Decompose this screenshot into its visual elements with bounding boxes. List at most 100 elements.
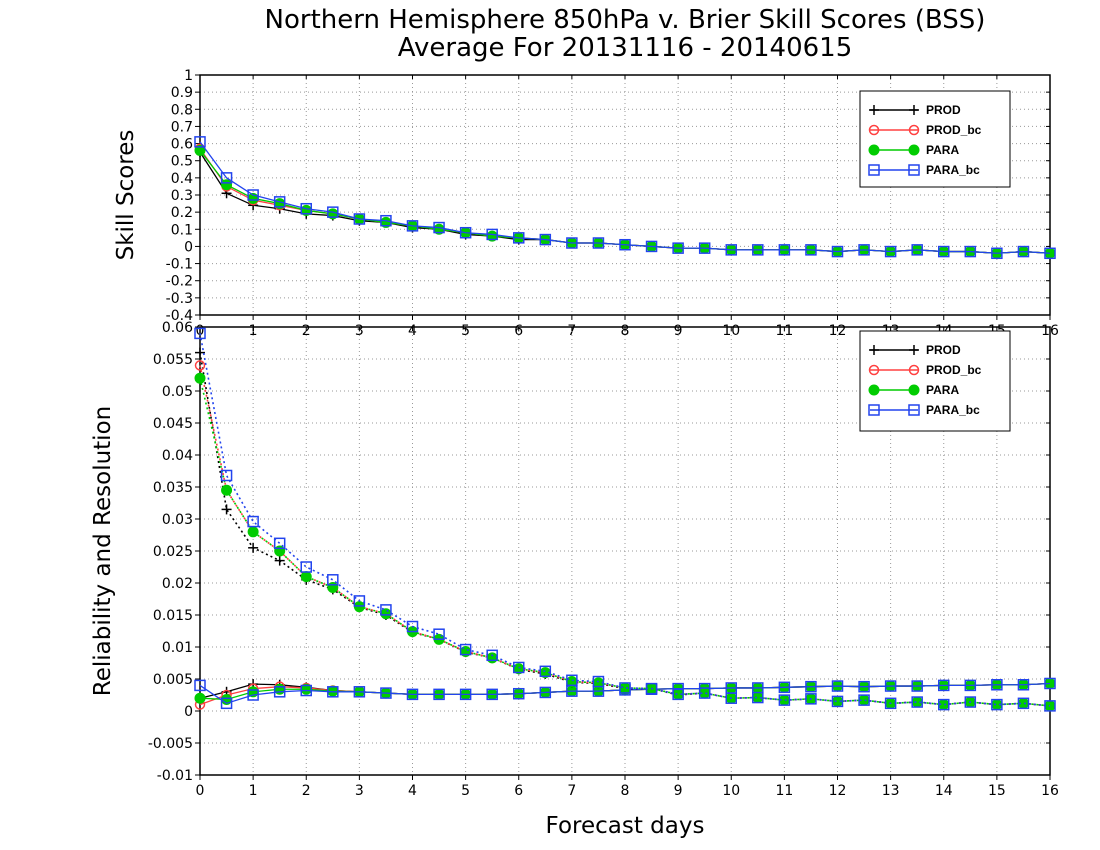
data-point	[911, 680, 923, 692]
x-tick-label: 16	[1041, 783, 1059, 799]
data-point	[911, 244, 923, 256]
data-point	[327, 581, 339, 593]
y-tick-label: 0.4	[171, 171, 193, 187]
legend-entry: PARA_bc	[926, 403, 980, 417]
legend-marker	[908, 124, 920, 136]
y-tick-label: 0	[184, 239, 193, 255]
legend-marker	[868, 144, 880, 156]
data-point	[778, 694, 791, 706]
data-point	[380, 214, 392, 227]
data-point	[406, 620, 419, 633]
data-point	[300, 202, 312, 215]
chart-panels: -0.4-0.3-0.2-0.100.10.20.30.40.50.60.70.…	[90, 68, 1059, 839]
data-point	[459, 688, 472, 701]
data-point	[991, 679, 1003, 691]
data-point	[539, 686, 552, 699]
data-point	[380, 608, 392, 620]
data-point	[353, 686, 366, 698]
x-tick-label: 5	[461, 783, 470, 799]
data-point	[327, 206, 339, 218]
legend-marker	[908, 144, 920, 156]
y-tick-label: 0.02	[162, 576, 193, 592]
series-PARA_bc	[194, 136, 1056, 260]
data-point	[592, 675, 605, 688]
data-point	[274, 545, 286, 557]
data-point	[1044, 247, 1056, 260]
data-point	[194, 372, 206, 384]
data-point	[805, 693, 817, 705]
data-point	[778, 681, 791, 694]
data-point	[486, 649, 498, 662]
data-point	[300, 561, 312, 573]
data-point	[619, 682, 631, 694]
data-point	[194, 144, 206, 156]
data-point	[327, 574, 339, 586]
y-tick-label: 0.03	[162, 512, 193, 528]
data-point	[911, 696, 923, 708]
y-tick-label: 0.2	[171, 205, 193, 221]
data-point	[273, 196, 286, 208]
series-line	[199, 352, 1051, 707]
data-point	[964, 696, 977, 708]
y-tick-label: 0.05	[162, 384, 193, 400]
y-tick-label: 0.8	[171, 102, 193, 118]
y-tick-label: -0.4	[166, 308, 193, 324]
series-line	[199, 365, 1051, 707]
y-tick-label: 0.025	[153, 544, 193, 560]
x-axis-label: Forecast days	[546, 813, 705, 839]
data-point	[195, 347, 205, 358]
data-point	[752, 691, 764, 704]
data-point	[194, 692, 206, 704]
legend-marker	[909, 105, 919, 115]
data-point	[220, 697, 233, 710]
legend: PROD PROD_bc PARA PARA_bc	[859, 330, 1011, 432]
data-point	[327, 686, 339, 698]
y-tick-label: 0	[184, 704, 193, 720]
x-tick-label: 7	[567, 783, 576, 799]
data-point	[831, 245, 844, 258]
data-point	[194, 136, 206, 148]
data-point	[938, 679, 950, 692]
data-point	[433, 688, 445, 701]
y-tick-label: 0.01	[162, 640, 193, 656]
y-axis-label: Reliability and Resolution	[90, 406, 116, 696]
data-point	[247, 526, 259, 538]
data-point	[433, 221, 445, 234]
legend-marker	[909, 345, 919, 355]
x-tick-label: 15	[988, 783, 1006, 799]
data-point	[858, 244, 870, 256]
y-tick-label: -0.3	[166, 291, 193, 307]
y-tick-label: 1	[184, 68, 193, 84]
legend-marker	[868, 384, 880, 396]
x-tick-label: 14	[935, 783, 953, 799]
data-point	[698, 242, 711, 254]
legend-entry: PARA	[926, 143, 959, 157]
data-point	[539, 233, 552, 246]
x-tick-label: 12	[829, 783, 847, 799]
data-point	[592, 237, 605, 249]
data-point	[353, 595, 366, 607]
data-point	[433, 628, 445, 640]
data-point	[938, 245, 950, 258]
grid-lines	[200, 327, 1050, 775]
data-point	[991, 247, 1003, 260]
data-point	[831, 680, 844, 692]
legend-marker	[868, 364, 880, 376]
data-point	[672, 688, 684, 701]
data-point	[513, 687, 525, 700]
data-point	[194, 679, 206, 692]
data-point	[884, 245, 897, 258]
y-tick-label: 0.1	[171, 222, 193, 238]
data-point	[752, 244, 764, 256]
data-point	[884, 697, 897, 710]
data-point	[672, 242, 684, 254]
data-point	[248, 542, 259, 553]
legend-box	[859, 330, 1011, 432]
legend-entry: PARA_bc	[926, 163, 980, 177]
legend-marker	[908, 404, 920, 416]
data-point	[247, 515, 259, 528]
data-point	[1044, 677, 1056, 690]
data-point	[566, 237, 578, 249]
data-point	[459, 226, 472, 239]
legend-marker	[868, 164, 880, 176]
